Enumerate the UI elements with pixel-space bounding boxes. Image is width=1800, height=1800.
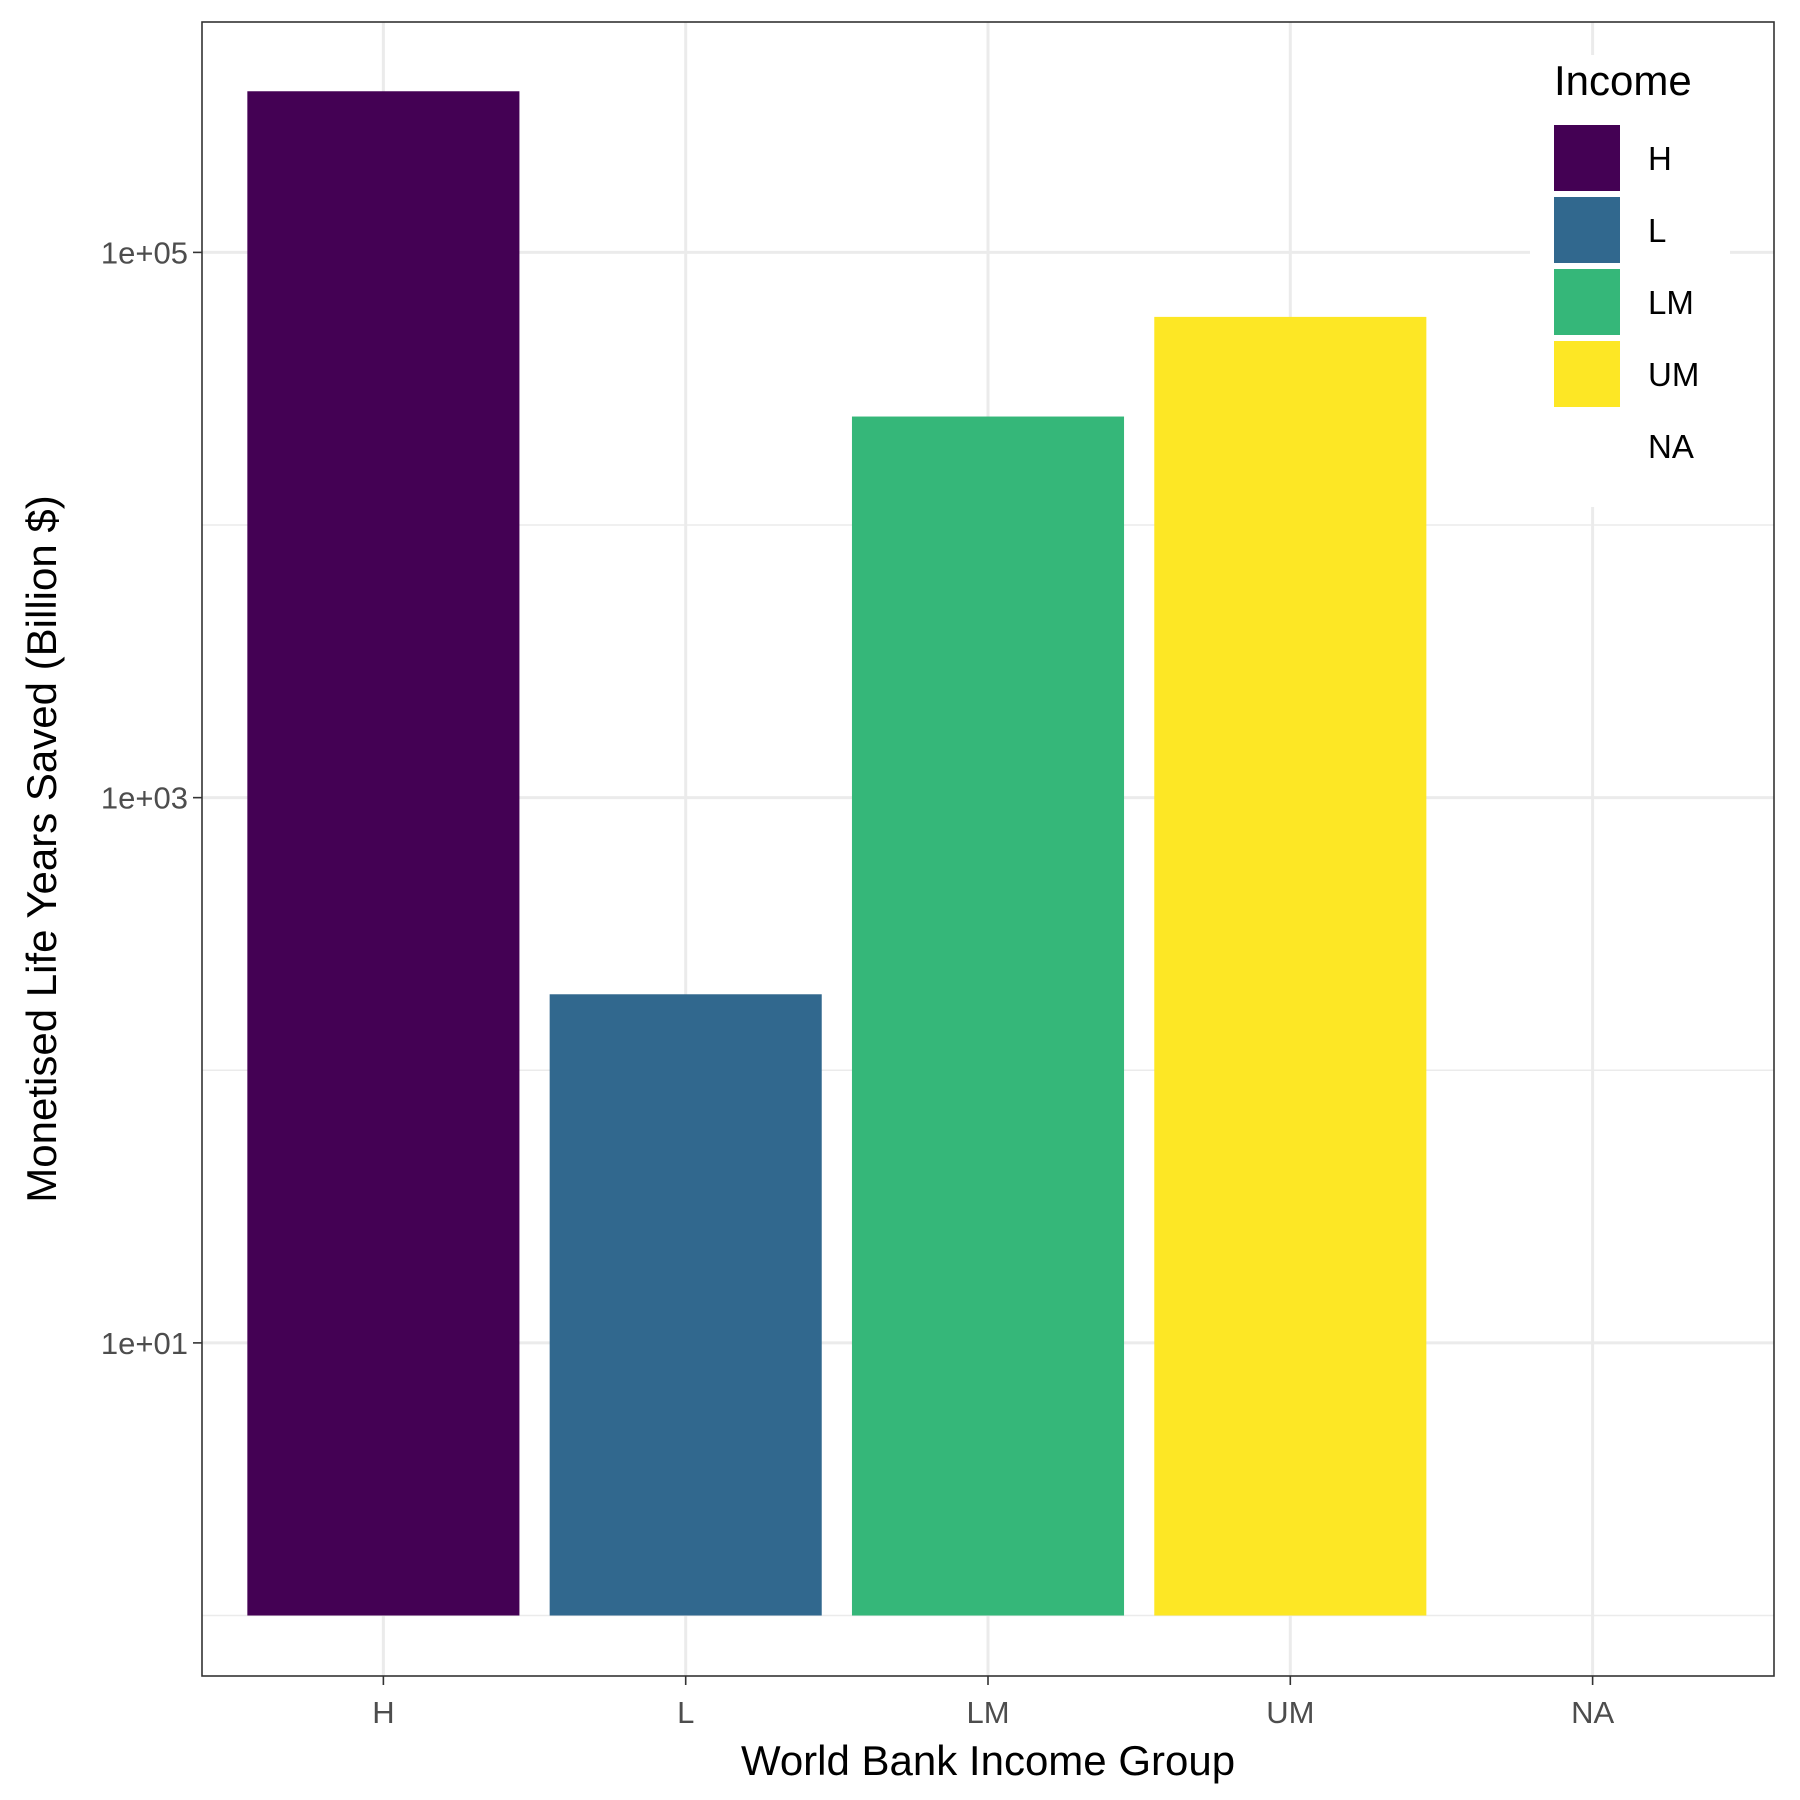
legend-key-um [1554, 341, 1620, 407]
legend-key-lm [1554, 269, 1620, 335]
bars [247, 91, 1427, 1616]
y-axis: 1e+01 1e+03 1e+05 [101, 235, 202, 1361]
y-tick-label: 1e+01 [101, 1326, 188, 1361]
bar-l [549, 994, 822, 1616]
x-tick-label: H [372, 1695, 394, 1730]
x-tick-label: NA [1571, 1695, 1614, 1730]
legend-label: NA [1648, 428, 1694, 465]
x-axis-title: World Bank Income Group [741, 1737, 1235, 1784]
x-axis: H L LM UM NA [372, 1676, 1614, 1730]
y-tick-label: 1e+05 [101, 235, 188, 270]
x-tick-label: UM [1266, 1695, 1314, 1730]
bar-h [247, 91, 520, 1616]
legend: Income HL LM UM NA [1530, 55, 1730, 507]
bar-um [1154, 316, 1427, 1616]
legend-entries: HL LM UM NA [1554, 125, 1699, 465]
legend-key-l [1554, 197, 1620, 263]
x-tick-label: LM [966, 1695, 1009, 1730]
legend-label: H [1648, 140, 1672, 177]
y-axis-title: Monetised Life Years Saved (Billion $) [18, 495, 65, 1202]
x-tick-label: L [677, 1695, 694, 1730]
legend-label: L [1648, 212, 1666, 249]
legend-label: UM [1648, 356, 1699, 393]
legend-title: Income [1554, 57, 1692, 104]
legend-key-h [1554, 125, 1620, 191]
legend-label: LM [1648, 284, 1694, 321]
y-tick-label: 1e+03 [101, 781, 188, 816]
bar-lm [851, 416, 1125, 1616]
